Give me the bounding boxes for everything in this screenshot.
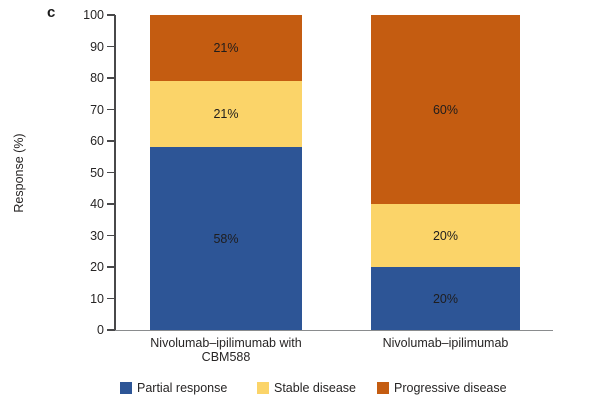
bar-segment: 21% [150, 15, 302, 82]
panel-label: c [47, 4, 56, 21]
y-tick-label: 100 [83, 8, 104, 22]
x-category-label: Nivolumab–ipilimumab with CBM588 [116, 336, 336, 364]
y-tick-label: 60 [90, 134, 104, 148]
legend-item: Progressive disease [377, 380, 507, 396]
bar-segment: 60% [371, 15, 520, 204]
y-tick-label: 80 [90, 71, 104, 85]
bar-segment-value-label: 60% [432, 102, 459, 117]
legend-item: Partial response [120, 380, 227, 396]
x-category-label-line: CBM588 [201, 350, 251, 364]
y-tick-mark [107, 45, 115, 48]
y-tick-mark [107, 234, 115, 237]
y-tick-mark [107, 140, 115, 142]
bar-segment-value-label: 21% [213, 41, 239, 56]
x-category-label: Nivolumab–ipilimumab [336, 336, 556, 350]
bar-segment-value-label: 20% [432, 228, 459, 243]
legend-swatch [377, 382, 389, 394]
x-category-label-line: Nivolumab–ipilimumab with [150, 336, 302, 350]
y-tick-mark [107, 171, 115, 174]
legend-label: Stable disease [274, 381, 357, 395]
bar-segment-value-label: 20% [432, 291, 459, 306]
y-tick-label: 50 [90, 165, 104, 180]
y-tick-mark [107, 77, 115, 79]
bar-segment: 58% [150, 147, 302, 330]
x-axis-baseline [107, 329, 553, 332]
y-tick-mark [107, 329, 115, 331]
stacked-bar: 20% 20% 60% [371, 15, 520, 330]
y-tick-mark [107, 108, 115, 111]
y-tick-label: 30 [90, 228, 104, 243]
legend-item: Stable disease [257, 380, 356, 396]
y-tick-label: 70 [90, 102, 104, 117]
y-tick-label: 0 [97, 323, 104, 337]
y-tick-label: 20 [90, 260, 104, 274]
y-tick-mark [107, 14, 115, 16]
x-category-label-line: Nivolumab–ipilimumab [382, 336, 509, 350]
y-tick-label: 10 [90, 291, 104, 306]
y-tick-mark [107, 266, 115, 268]
y-tick-label: 40 [90, 197, 104, 211]
bar-segment: 20% [371, 267, 520, 330]
legend-label: Progressive disease [394, 381, 507, 395]
legend-swatch [120, 382, 132, 394]
bar-segment: 20% [371, 204, 520, 267]
y-tick-mark [107, 203, 115, 205]
y-tick-mark [107, 297, 115, 300]
bar-segment: 21% [150, 81, 302, 148]
legend-label: Partial response [137, 381, 228, 395]
legend-swatch [257, 382, 269, 394]
bar-segment-value-label: 58% [213, 231, 239, 246]
y-tick-label: 90 [90, 39, 104, 54]
bar-segment-value-label: 21% [213, 107, 239, 122]
stacked-bar: 58% 21% 21% [150, 15, 302, 330]
y-axis-title: Response (%) [12, 133, 26, 213]
